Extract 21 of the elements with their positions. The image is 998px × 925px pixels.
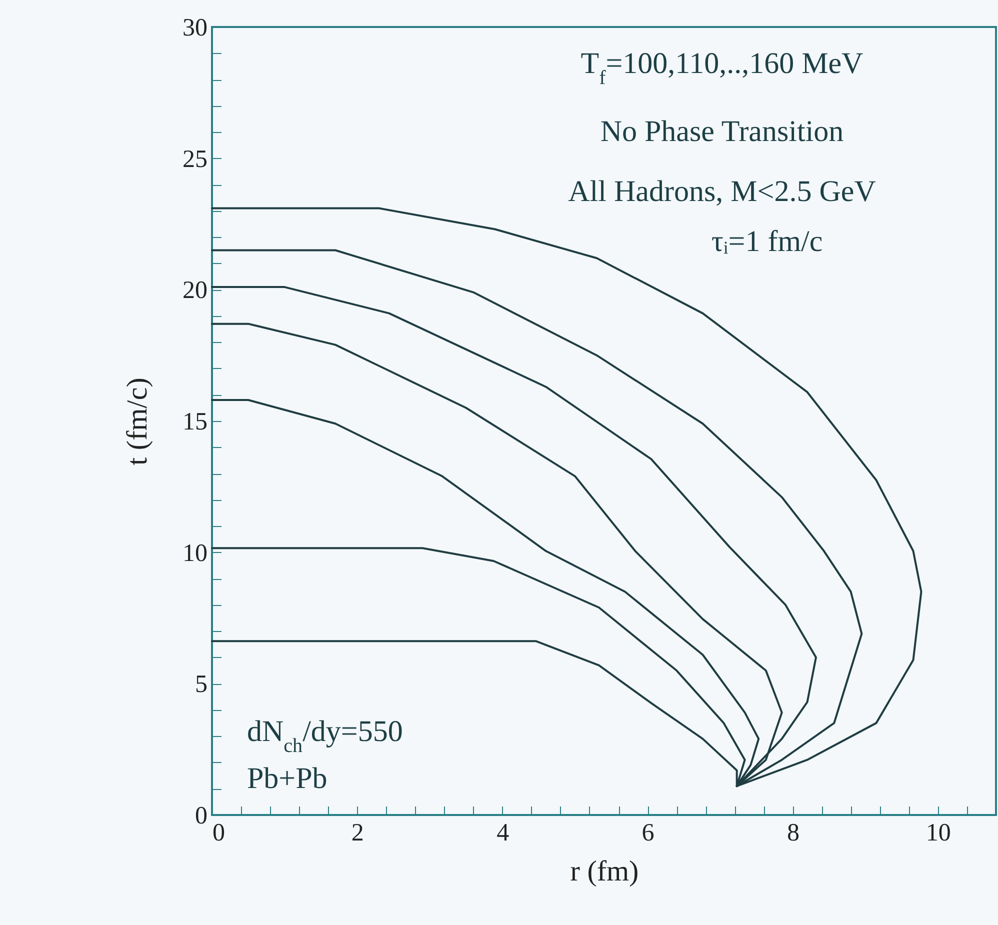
annotation: dN$_{ch}$/dy=550 xyxy=(247,715,403,757)
annotation: τᵢ=1 fm/c xyxy=(711,225,823,258)
y-tick-label: 5 xyxy=(195,671,208,698)
y-tick-label: 20 xyxy=(182,277,208,304)
annotation: All Hadrons, M<2.5 GeV xyxy=(568,175,876,208)
x-tick-label: 0 xyxy=(212,820,225,846)
x-axis-title: r (fm) xyxy=(570,856,639,888)
annotation: No Phase Transition xyxy=(600,115,844,148)
x-tick-label: 10 xyxy=(926,820,951,846)
y-tick-label: 0 xyxy=(195,802,208,830)
y-tick-label: 10 xyxy=(182,540,208,567)
x-tick-label: 4 xyxy=(496,820,510,846)
annotation: T$_{f}$=100,110,..,160 MeV xyxy=(580,47,864,89)
y-axis-title: t (fm/c) xyxy=(122,378,154,466)
x-tick-label: 6 xyxy=(642,820,654,846)
y-tick-label: 30 xyxy=(182,14,208,42)
x-tick-label: 2 xyxy=(351,820,364,846)
y-tick-label: 25 xyxy=(182,146,208,173)
annotation: Pb+Pb xyxy=(247,762,328,795)
x-tick-label: 8 xyxy=(786,820,800,846)
y-tick-label: 15 xyxy=(182,408,208,436)
